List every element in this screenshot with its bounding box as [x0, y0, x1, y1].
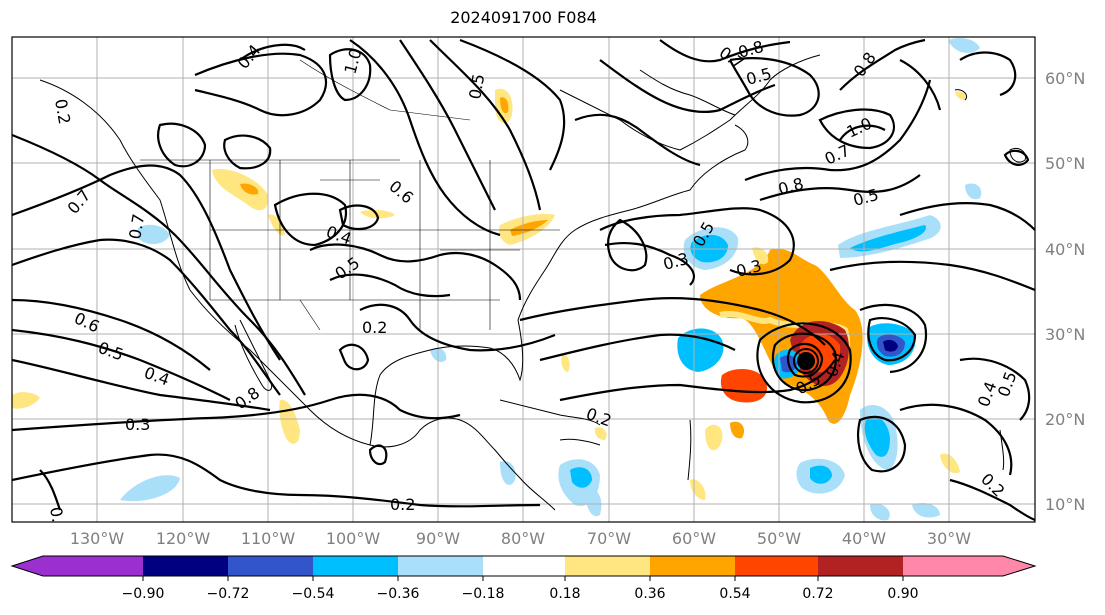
colorbar-tick-label: 0.36: [634, 586, 665, 602]
lat-label: 40°N: [1045, 240, 1085, 259]
map-title: 2024091700 F084: [450, 8, 597, 27]
lon-label: 130°W: [70, 529, 125, 548]
lat-label: 50°N: [1045, 154, 1085, 173]
lon-label: 100°W: [326, 529, 381, 548]
lon-label: 120°W: [156, 529, 211, 548]
colorbar-segment: [818, 556, 903, 576]
colorbar-tick-label: 0.18: [549, 586, 580, 602]
lat-label: 20°N: [1045, 410, 1085, 429]
lon-label: 70°W: [587, 529, 631, 548]
colorbar-segment: [143, 556, 228, 576]
colorbar-min-extension: [12, 556, 43, 576]
map-plot-area: 0.4 0.2 1.0 0.5 0.7 0.8 0.5 0.8 1.0 0.7 …: [12, 37, 1035, 533]
lon-label: 40°W: [842, 529, 886, 548]
colorbar-tick-label: −0.54: [292, 586, 335, 602]
contour-label: 0.2: [362, 318, 387, 337]
contour-label: 0.7: [125, 212, 148, 240]
plot-frame: [11, 36, 1036, 523]
colorbar-segment: [903, 556, 1003, 576]
lon-label: 30°W: [927, 529, 971, 548]
contour-label: 0.5: [465, 72, 488, 100]
lat-label: 30°N: [1045, 325, 1085, 344]
colorbar-segment: [398, 556, 483, 576]
lon-label: 110°W: [241, 529, 296, 548]
contour-label: 0.2: [390, 495, 415, 514]
lat-label: 10°N: [1045, 495, 1085, 514]
colorbar-tick-label: 0.72: [802, 586, 833, 602]
lon-label: 50°W: [757, 529, 801, 548]
colorbar-segment: [565, 556, 650, 576]
contour-label: 0.3: [125, 415, 150, 434]
longitude-labels: 130°W 120°W 110°W 100°W 90°W 80°W 70°W 6…: [70, 529, 971, 548]
colorbar-tick-label: −0.18: [462, 586, 505, 602]
colorbar-tick-label: 0.90: [887, 586, 918, 602]
colorbar-segment: [43, 556, 143, 576]
latitude-labels: 60°N 50°N 40°N 30°N 20°N 10°N: [1045, 69, 1085, 514]
colorbar-tick-label: −0.90: [122, 586, 165, 602]
contour-label: 0.2: [46, 505, 69, 533]
colorbar-segment: [228, 556, 313, 576]
contour-lines: [12, 38, 1035, 522]
storm-center-marker: [793, 348, 819, 374]
colorbar-segment: [483, 556, 565, 576]
lat-label: 60°N: [1045, 69, 1085, 88]
colorbar-tick-label: −0.36: [377, 586, 420, 602]
contour-label: 0.2: [51, 97, 74, 125]
colorbar-segment: [650, 556, 735, 576]
colorbar-max-extension: [1003, 556, 1035, 576]
colorbar-tick-label: −0.72: [207, 586, 250, 602]
lon-label: 90°W: [416, 529, 460, 548]
lon-label: 60°W: [672, 529, 716, 548]
colorbar-tick-label: 0.54: [719, 586, 750, 602]
colorbar: −0.90 −0.72 −0.54 −0.36 −0.18 0.18 0.36 …: [10, 555, 1037, 602]
lon-label: 80°W: [501, 529, 545, 548]
colorbar-segment: [313, 556, 398, 576]
colorbar-segment: [735, 556, 818, 576]
